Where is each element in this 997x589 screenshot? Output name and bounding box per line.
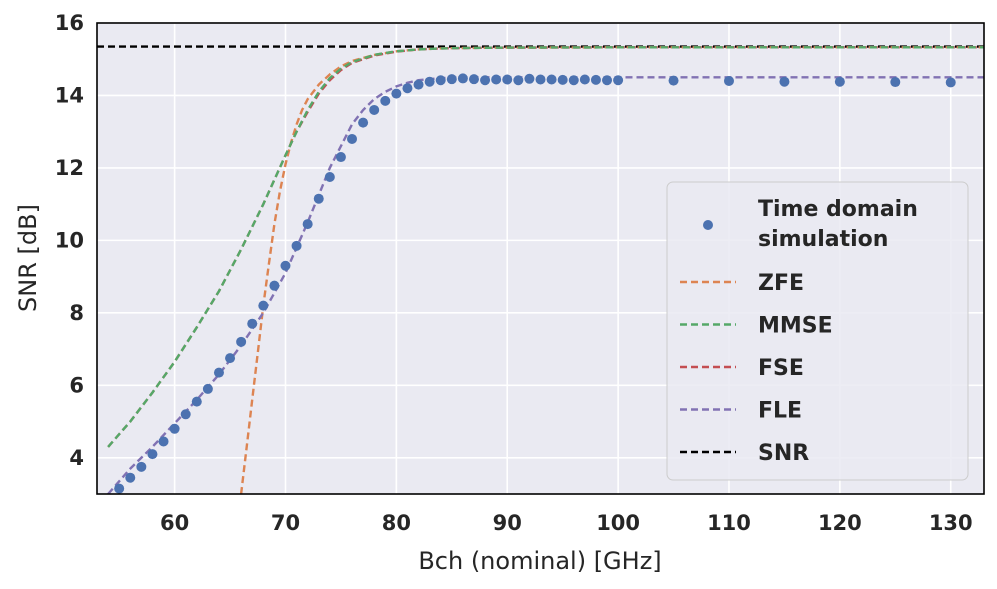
legend-label-snr: SNR	[758, 441, 809, 466]
data-point-time-domain-simulation-61	[180, 409, 191, 420]
data-point-time-domain-simulation-115	[779, 76, 790, 87]
data-point-time-domain-simulation-70	[280, 260, 291, 271]
data-point-time-domain-simulation-77	[358, 117, 369, 128]
data-point-time-domain-simulation-59	[158, 436, 169, 447]
data-point-time-domain-simulation-94	[546, 74, 557, 85]
series-points	[114, 73, 956, 494]
data-point-time-domain-simulation-96	[568, 75, 579, 86]
x-tick-label-90: 90	[493, 511, 522, 535]
y-tick-label-14: 14	[55, 83, 84, 107]
x-axis-title: Bch (nominal) [GHz]	[418, 547, 661, 575]
data-point-time-domain-simulation-105	[668, 75, 679, 86]
data-point-time-domain-simulation-78	[369, 104, 380, 115]
data-point-time-domain-simulation-86	[457, 73, 468, 84]
data-point-time-domain-simulation-69	[269, 280, 280, 291]
data-point-time-domain-simulation-87	[468, 74, 479, 85]
data-point-time-domain-simulation-58	[147, 449, 158, 460]
y-tick-label-12: 12	[55, 156, 84, 180]
plot-frame	[96, 22, 985, 495]
series-line-zfe	[239, 46, 984, 494]
data-point-time-domain-simulation-110	[723, 75, 734, 86]
data-point-time-domain-simulation-68	[258, 300, 269, 311]
data-point-time-domain-simulation-79	[380, 95, 391, 106]
series-line-fle	[107, 76, 984, 494]
legend-label-time-domain-simulation-0: Time domain	[758, 197, 918, 222]
x-tick-label-120: 120	[818, 511, 862, 535]
data-point-time-domain-simulation-125	[890, 77, 901, 88]
data-point-time-domain-simulation-130	[945, 77, 956, 88]
y-tick-label-8: 8	[69, 301, 84, 325]
data-point-time-domain-simulation-73	[313, 193, 324, 204]
data-point-time-domain-simulation-66	[236, 336, 247, 347]
data-point-time-domain-simulation-63	[202, 383, 213, 394]
legend-label-fle: FLE	[758, 399, 802, 424]
data-point-time-domain-simulation-120	[834, 76, 845, 87]
data-point-time-domain-simulation-100	[613, 75, 624, 86]
legend-label-mmse: MMSE	[758, 314, 833, 339]
x-tick-label-110: 110	[707, 511, 751, 535]
data-point-time-domain-simulation-91	[513, 75, 524, 86]
data-point-time-domain-simulation-93	[535, 74, 546, 85]
y-tick-label-6: 6	[69, 373, 84, 397]
data-point-time-domain-simulation-71	[291, 240, 302, 251]
y-axis-title: SNR [dB]	[14, 204, 42, 312]
data-point-time-domain-simulation-81	[402, 83, 413, 94]
x-tick-label-130: 130	[929, 511, 973, 535]
data-point-time-domain-simulation-55	[114, 483, 125, 494]
data-point-time-domain-simulation-88	[480, 75, 491, 86]
data-point-time-domain-simulation-84	[435, 75, 446, 86]
legend-label-zfe: ZFE	[758, 271, 804, 296]
data-point-time-domain-simulation-89	[491, 74, 502, 85]
data-point-time-domain-simulation-95	[557, 74, 568, 85]
data-point-time-domain-simulation-83	[424, 76, 435, 87]
data-point-time-domain-simulation-72	[302, 219, 313, 230]
legend-box	[666, 181, 969, 481]
data-point-time-domain-simulation-62	[191, 396, 202, 407]
x-tick-label-70: 70	[271, 511, 300, 535]
legend-label-fse: FSE	[758, 356, 804, 381]
data-point-time-domain-simulation-76	[347, 133, 358, 144]
x-tick-labels: 60 70 80 90 100 110 120 130	[160, 511, 973, 535]
legend-marker-time-domain-simulation	[703, 220, 713, 230]
data-point-time-domain-simulation-92	[524, 73, 535, 84]
data-point-time-domain-simulation-67	[247, 318, 258, 329]
data-point-time-domain-simulation-65	[225, 353, 236, 364]
series-line-mmse	[107, 46, 984, 448]
y-tick-label-16: 16	[55, 11, 84, 35]
data-point-time-domain-simulation-74	[324, 171, 335, 182]
data-point-time-domain-simulation-57	[136, 461, 147, 472]
x-tick-label-80: 80	[382, 511, 411, 535]
data-point-time-domain-simulation-60	[169, 423, 180, 434]
y-tick-label-4: 4	[69, 446, 84, 470]
legend: Time domain simulation ZFE MMSE FSE FLE SNR	[666, 181, 969, 481]
x-tick-label-60: 60	[160, 511, 189, 535]
legend-label-time-domain-simulation-1: simulation	[758, 227, 888, 252]
y-tick-label-10: 10	[55, 228, 84, 252]
x-tick-label-100: 100	[596, 511, 640, 535]
legend-entries: Time domain simulation ZFE MMSE FSE FLE SNR	[680, 197, 918, 466]
data-point-time-domain-simulation-97	[579, 74, 590, 85]
data-point-time-domain-simulation-98	[590, 74, 601, 85]
data-point-time-domain-simulation-56	[125, 472, 136, 483]
data-point-time-domain-simulation-85	[446, 74, 457, 85]
data-point-time-domain-simulation-75	[335, 152, 346, 163]
data-point-time-domain-simulation-99	[602, 75, 613, 86]
data-point-time-domain-simulation-64	[213, 367, 224, 378]
data-point-time-domain-simulation-90	[502, 74, 513, 85]
data-point-time-domain-simulation-80	[391, 88, 402, 99]
series-lines	[97, 45, 984, 494]
data-point-time-domain-simulation-82	[413, 79, 424, 90]
y-tick-labels: 4 6 8 10 12 14 16	[55, 11, 84, 470]
